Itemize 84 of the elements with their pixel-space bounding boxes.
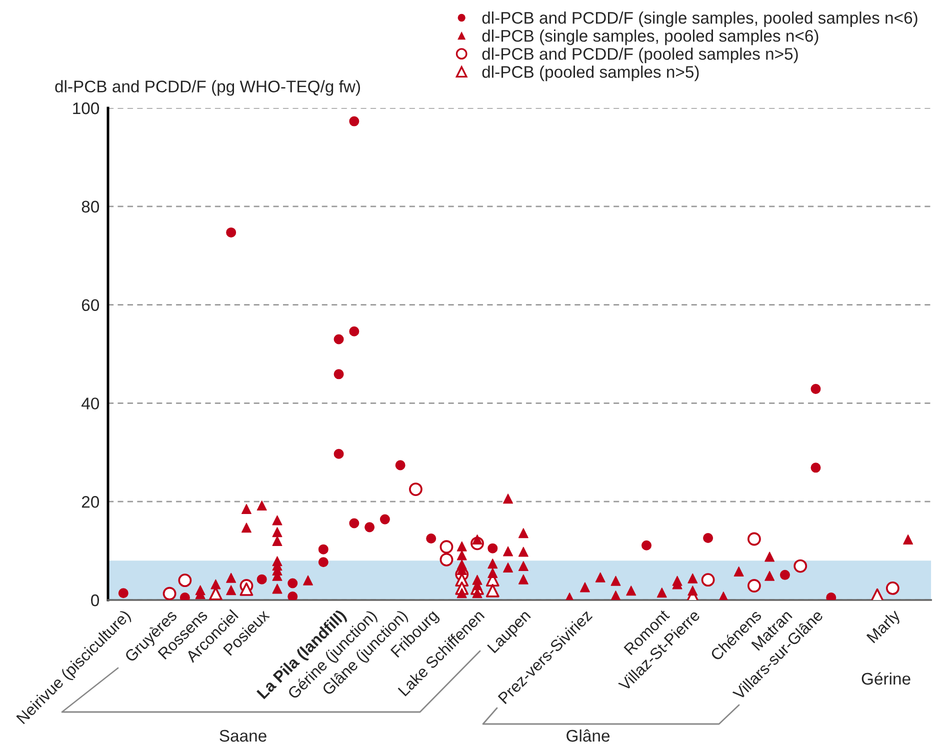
point — [610, 576, 621, 586]
point — [595, 572, 606, 582]
point — [334, 334, 344, 344]
point — [240, 582, 254, 596]
point — [656, 588, 667, 598]
point — [162, 586, 176, 600]
legend-label: dl-PCB (single samples, pooled samples n<6) — [482, 30, 818, 46]
point — [395, 460, 406, 470]
point — [456, 550, 467, 560]
point — [641, 540, 652, 550]
point — [503, 494, 514, 504]
y-tick-label: 80 — [82, 200, 100, 213]
legend-label: dl-PCB and PCDD/F (pooled samples n>5) — [482, 48, 798, 64]
y-tick-label: 60 — [82, 299, 100, 312]
point — [303, 575, 314, 586]
legend-label: dl-PCB and PCDD/F (single samples, pooled samples n<6) — [482, 12, 918, 28]
point — [364, 522, 375, 532]
point — [734, 566, 744, 576]
point — [226, 585, 236, 596]
y-tick-label: 0 — [91, 594, 100, 606]
point — [903, 534, 914, 544]
point — [272, 584, 282, 594]
point — [256, 500, 267, 511]
point — [503, 562, 514, 573]
point — [810, 384, 821, 394]
point — [747, 579, 761, 592]
y-tick-label: 100 — [73, 102, 100, 114]
point — [518, 528, 528, 538]
text: Saane — [220, 730, 266, 742]
point — [886, 581, 900, 595]
point — [334, 369, 344, 380]
point — [810, 462, 821, 473]
point — [626, 586, 636, 596]
point — [256, 574, 267, 584]
point — [288, 578, 298, 588]
point — [226, 227, 236, 238]
point — [764, 552, 775, 562]
point — [349, 116, 360, 126]
point — [272, 515, 282, 526]
point — [610, 590, 621, 600]
point — [794, 559, 808, 573]
point — [118, 588, 128, 598]
point — [210, 579, 221, 590]
point — [488, 558, 498, 569]
point — [503, 546, 514, 556]
point — [226, 572, 236, 583]
point — [288, 592, 298, 600]
point — [486, 584, 500, 598]
point — [580, 582, 590, 592]
point — [518, 574, 528, 584]
point — [318, 557, 328, 568]
point — [764, 570, 775, 581]
y-tick-label: 40 — [82, 398, 100, 410]
point — [688, 573, 698, 584]
text: Gérine — [862, 672, 910, 685]
y-tick-label: 20 — [82, 496, 100, 508]
y-axis-title: dl-PCB and PCDD/F (pg WHO-TEQ/g fw) — [55, 80, 360, 96]
text: Glâne — [566, 729, 610, 742]
point — [208, 586, 222, 600]
point — [518, 546, 528, 557]
point — [440, 540, 454, 554]
point — [380, 514, 390, 524]
point — [272, 536, 282, 546]
point — [241, 522, 252, 533]
point — [426, 533, 436, 544]
legend-label: dl-PCB (pooled samples n>5) — [482, 66, 699, 82]
point — [870, 588, 884, 600]
point — [488, 568, 498, 578]
point — [701, 573, 715, 587]
point — [688, 586, 698, 596]
point — [747, 532, 761, 546]
point — [349, 326, 360, 336]
point — [518, 561, 528, 572]
point — [272, 527, 282, 538]
point — [349, 518, 360, 528]
point — [334, 448, 344, 459]
point — [178, 574, 192, 588]
point — [488, 543, 498, 554]
point — [241, 504, 252, 514]
point — [440, 552, 454, 566]
point — [318, 544, 328, 554]
point — [456, 541, 467, 552]
point — [703, 533, 714, 544]
point — [780, 570, 790, 580]
